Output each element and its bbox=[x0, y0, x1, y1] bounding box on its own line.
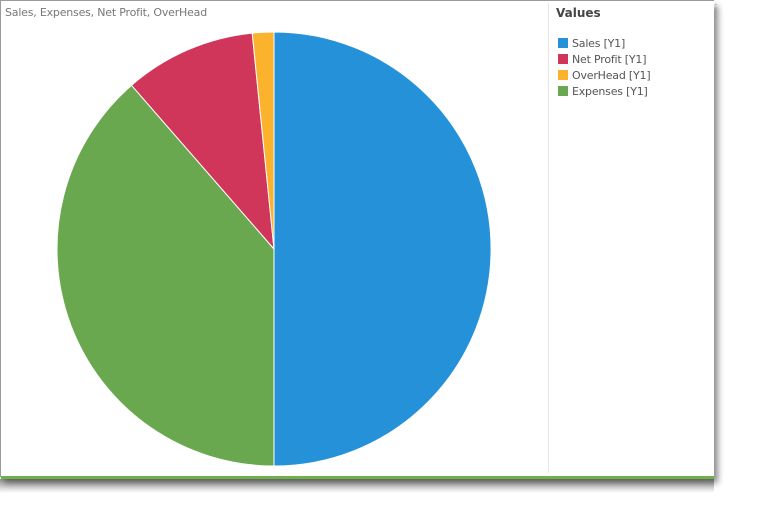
legend-item[interactable]: OverHead [Y1] bbox=[558, 67, 651, 83]
legend-item[interactable]: Sales [Y1] bbox=[558, 35, 650, 51]
legend-label: Net Profit [Y1] bbox=[572, 52, 647, 66]
legend-swatch bbox=[558, 70, 568, 80]
legend-divider bbox=[548, 3, 549, 473]
pie-slice-expenses-y1[interactable] bbox=[56, 84, 275, 467]
legend-swatch bbox=[558, 38, 568, 48]
legend-item[interactable]: Net Profit [Y1] bbox=[558, 51, 650, 67]
legend-swatch bbox=[558, 86, 568, 96]
pie-slice-net-profit-y1[interactable] bbox=[130, 32, 275, 251]
legend-label: Sales [Y1] bbox=[572, 36, 626, 50]
legend: Sales [Y1] Net Profit [Y1] OverHead [Y1] Ex… bbox=[558, 35, 651, 99]
legend-item[interactable]: Expenses [Y1] bbox=[558, 83, 650, 99]
pie-slice-sales-y1[interactable] bbox=[273, 31, 492, 467]
chart-title: Sales, Expenses, Net Profit, OverHead bbox=[5, 6, 207, 19]
chart-panel: Sales, Expenses, Net Profit, OverHead Va… bbox=[0, 0, 721, 477]
pie-slice-overhead-y1[interactable] bbox=[251, 31, 275, 250]
torn-edge-shadow bbox=[0, 479, 714, 493]
legend-swatch bbox=[558, 54, 568, 64]
legend-title: Values bbox=[556, 6, 601, 20]
bottom-accent-bar bbox=[1, 476, 714, 479]
more-options-icon[interactable]: ⋮ ⋮ bbox=[711, 3, 721, 19]
pie-chart bbox=[56, 31, 492, 467]
legend-label: Expenses [Y1] bbox=[572, 84, 648, 98]
legend-label: OverHead [Y1] bbox=[572, 68, 651, 82]
